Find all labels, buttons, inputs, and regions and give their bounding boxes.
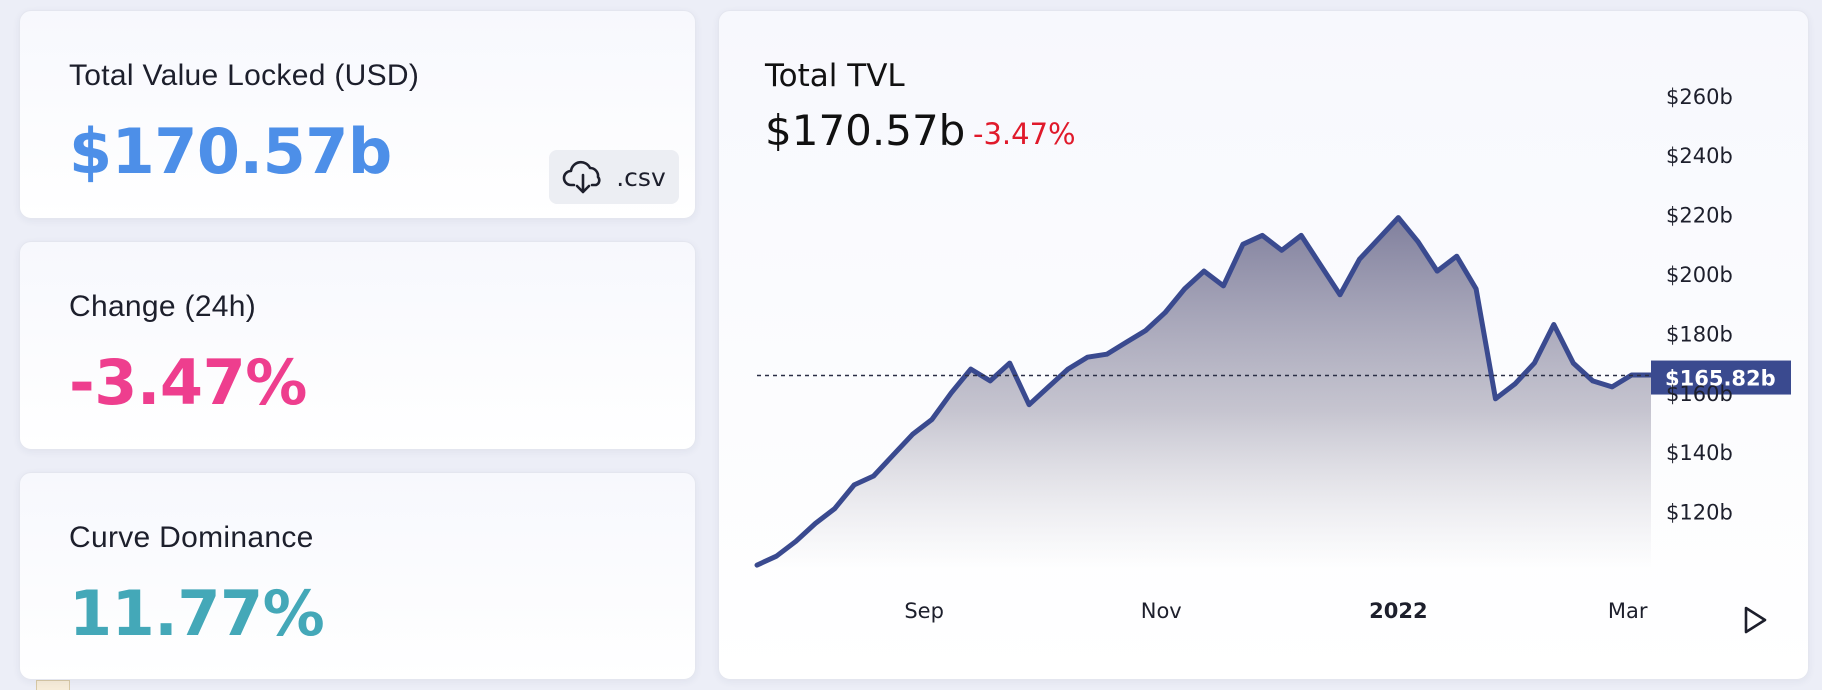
y-tick-label: $120b <box>1666 501 1733 525</box>
partial-element <box>36 680 70 690</box>
tvl-point <box>988 378 993 383</box>
y-tick-label: $240b <box>1666 144 1733 168</box>
tvl-point <box>1182 286 1187 291</box>
crosshair-label: $165.82b <box>1665 367 1776 391</box>
x-tick-label: 2022 <box>1369 599 1427 623</box>
crosshair-value-badge <box>1651 360 1791 395</box>
play-icon[interactable] <box>1737 603 1771 637</box>
tvl-chart-card: $165.82b $120b $140b $160b $180b $200b $220b $… <box>718 10 1809 680</box>
cloud-download-icon <box>562 160 601 194</box>
tvl-point <box>793 539 798 544</box>
csv-label: .csv <box>616 162 666 192</box>
tvl-point <box>910 432 915 437</box>
tvl-point <box>1435 269 1440 274</box>
tvl-point <box>871 473 876 478</box>
tvl-point <box>1046 384 1051 389</box>
tvl-value: $170.57b <box>69 115 392 188</box>
tvl-label: Total Value Locked (USD) <box>69 59 420 92</box>
tvl-point <box>968 367 973 372</box>
tvl-point <box>1299 233 1304 238</box>
tvl-point <box>1357 257 1362 262</box>
tvl-point <box>1027 402 1032 407</box>
tvl-point <box>1551 322 1556 327</box>
tvl-point <box>1474 286 1479 291</box>
tvl-point <box>1376 236 1381 241</box>
dominance-card: Curve Dominance 11.77% <box>19 472 696 680</box>
tvl-point <box>891 453 896 458</box>
tvl-point <box>929 417 934 422</box>
tvl-point <box>1124 340 1129 345</box>
tvl-point <box>1279 248 1284 253</box>
tvl-point <box>755 563 759 568</box>
tvl-point <box>949 390 954 395</box>
tvl-point <box>1163 310 1168 315</box>
x-tick-label: Sep <box>904 599 944 623</box>
tvl-point <box>1532 361 1537 366</box>
tvl-point <box>1493 396 1498 401</box>
dominance-value: 11.77% <box>69 577 325 650</box>
tvl-point <box>1240 242 1245 247</box>
tvl-area <box>757 217 1651 571</box>
tvl-point <box>1143 328 1148 333</box>
y-tick-label: $160b <box>1666 382 1733 406</box>
y-tick-label: $180b <box>1666 322 1733 346</box>
tvl-point <box>1338 292 1343 297</box>
tvl-point <box>1221 283 1226 288</box>
chart-change: -3.47% <box>973 117 1076 151</box>
tvl-point <box>1007 361 1012 366</box>
tvl-point <box>1610 384 1615 389</box>
tvl-point <box>1318 263 1323 268</box>
tvl-point <box>1571 361 1576 366</box>
chart-current-value: $170.57b <box>765 106 966 155</box>
change-value: -3.47% <box>69 346 307 419</box>
tvl-point <box>1396 215 1401 220</box>
tvl-point <box>1104 352 1109 357</box>
tvl-point <box>1415 239 1420 244</box>
tvl-point <box>1590 378 1595 383</box>
y-tick-label: $260b <box>1666 85 1733 109</box>
dominance-label: Curve Dominance <box>69 521 314 554</box>
x-tick-label: Mar <box>1608 599 1648 623</box>
tvl-point <box>813 521 818 526</box>
tvl-point <box>852 482 857 487</box>
tvl-point <box>774 554 779 559</box>
download-csv-button[interactable]: .csv <box>549 150 679 204</box>
tvl-card: Total Value Locked (USD) $170.57b .csv <box>19 10 696 219</box>
tvl-point <box>832 506 837 511</box>
tvl-chart[interactable]: $165.82b $120b $140b $160b $180b $200b $220b $… <box>719 11 1810 681</box>
tvl-point <box>1085 355 1090 360</box>
y-tick-label: $140b <box>1666 441 1733 465</box>
x-tick-label: Nov <box>1141 599 1182 623</box>
tvl-point <box>1512 381 1517 386</box>
tvl-point <box>1202 269 1206 274</box>
y-tick-label: $220b <box>1666 204 1733 228</box>
y-tick-label: $200b <box>1666 263 1733 287</box>
tvl-point <box>1454 254 1459 259</box>
tvl-point <box>1065 367 1070 372</box>
tvl-point <box>1260 233 1265 238</box>
chart-title: Total TVL <box>765 58 905 94</box>
change-label: Change (24h) <box>69 290 257 323</box>
change-card: Change (24h) -3.47% <box>19 241 696 450</box>
